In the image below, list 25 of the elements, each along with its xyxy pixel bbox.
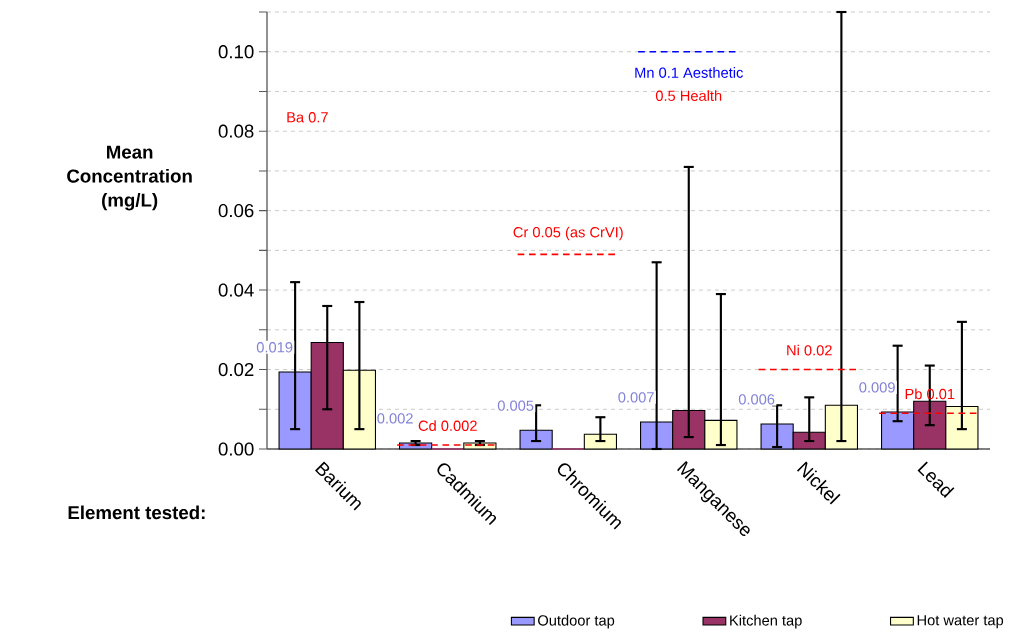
bar — [519, 429, 553, 450]
ref-line-label: Cr 0.05 (as CrVI) — [513, 226, 623, 241]
y-tick-label: 0.04 — [218, 283, 254, 297]
data-label: 0.009 — [859, 382, 895, 393]
annotation: 0.5 Health — [655, 90, 722, 101]
data-label: 0.006 — [738, 394, 775, 405]
y-tick-label: 0.10 — [218, 45, 254, 59]
y-tick-label: 0.08 — [218, 124, 254, 138]
data-label: 0.007 — [618, 392, 654, 403]
ref-line-label: Ni 0.02 — [787, 344, 832, 356]
y-axis-title: Mean Concentration (mg/L) — [67, 145, 192, 211]
annotation: Ba 0.7 — [287, 112, 328, 123]
legend-label: Kitchen tap — [730, 614, 802, 629]
ref-line-label: Mn 0.1 Aesthetic — [635, 67, 743, 78]
legend-label: Outdoor tap — [538, 614, 615, 629]
data-label: 0.019 — [256, 342, 293, 353]
y-tick-label: 0.00 — [218, 442, 254, 456]
legend-label: Hot water tap — [917, 615, 1004, 629]
data-label: 0.005 — [497, 400, 534, 411]
y-tick-label: 0.02 — [218, 362, 254, 377]
y-tick-label: 0.06 — [218, 204, 254, 218]
x-axis-title: Element tested: — [68, 505, 205, 520]
data-label: 0.002 — [377, 413, 413, 424]
ref-line-label: Cd 0.002 — [418, 420, 477, 431]
bar — [583, 433, 617, 450]
